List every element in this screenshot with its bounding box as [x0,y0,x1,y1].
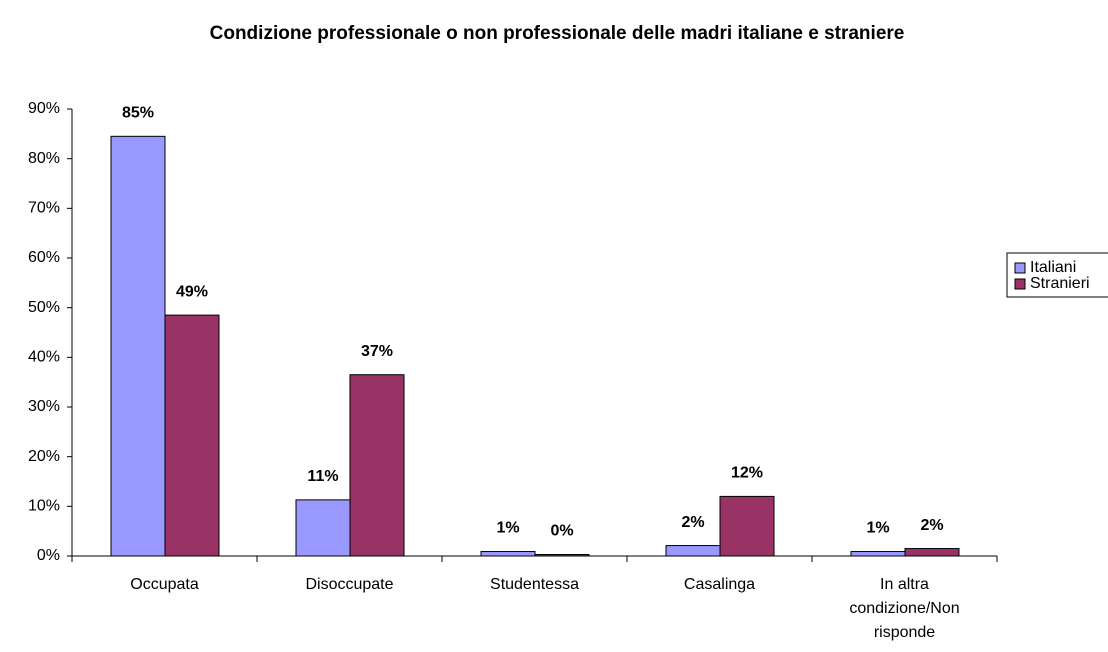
legend-swatch [1014,262,1026,274]
value-label: 1% [866,520,889,537]
bar [719,495,775,557]
value-label: 2% [681,514,704,531]
y-tick-label: 20% [28,448,60,465]
value-label: 1% [496,520,519,537]
y-tick-label: 10% [28,498,60,515]
bar [850,551,906,557]
bar [534,554,590,557]
value-label: 11% [307,468,338,485]
legend-label: Italiani [1030,259,1076,276]
x-tick-label: Studentessa [490,576,579,593]
chart-title: Condizione professionale o non professio… [209,23,905,44]
value-label: 12% [731,465,763,482]
value-label: 37% [361,343,393,360]
y-tick-label: 90% [28,100,60,117]
x-tick-label: Casalinga [683,576,756,593]
y-tick-label: 60% [28,249,60,266]
bar [349,374,405,557]
y-tick-label: 30% [28,398,60,415]
bar [164,314,220,557]
bar [904,548,960,557]
bar [295,499,351,557]
value-label: 2% [920,517,943,534]
x-tick-label: In altra condizione/Non risponde [849,576,960,641]
y-tick-label: 70% [28,200,60,217]
value-label: 49% [176,283,208,300]
y-tick-label: 50% [28,299,60,316]
bar [110,135,166,557]
x-tick-label: Occupata [130,576,199,593]
y-tick-label: 80% [28,150,60,167]
y-tick-label: 0% [37,547,60,564]
value-label: 0% [550,523,573,540]
bar [480,551,536,557]
x-tick-label: Disoccupate [305,576,394,593]
legend-swatch [1014,278,1026,290]
legend-box [1006,252,1108,298]
legend-label: Stranieri [1030,275,1090,292]
bar [665,545,721,557]
y-tick-label: 40% [28,349,60,366]
value-label: 85% [122,105,154,122]
